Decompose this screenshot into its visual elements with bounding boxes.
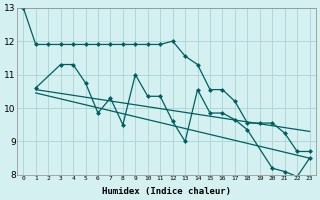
X-axis label: Humidex (Indice chaleur): Humidex (Indice chaleur) [102,187,231,196]
